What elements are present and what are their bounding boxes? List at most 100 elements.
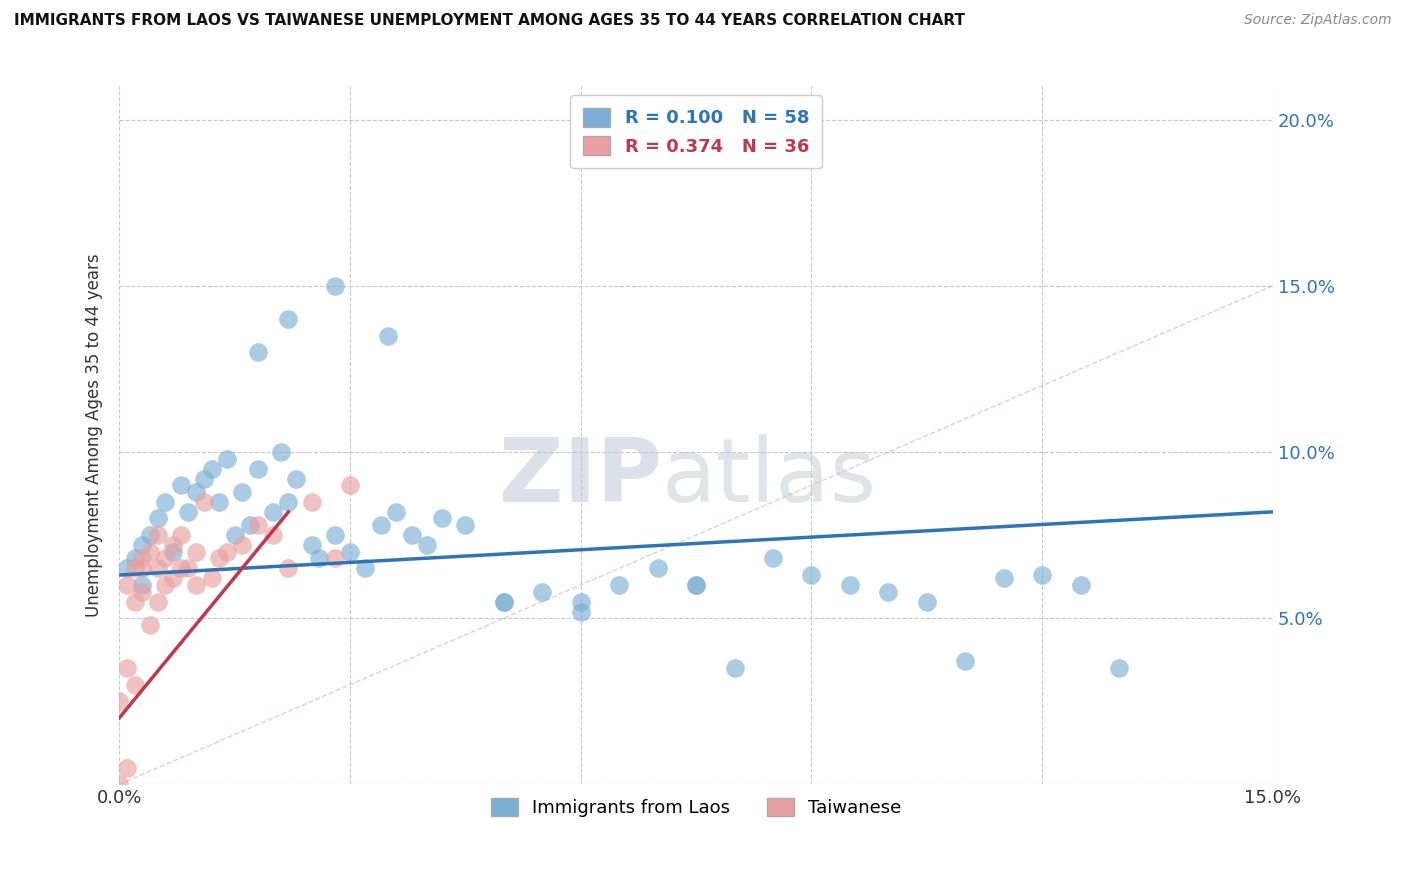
Point: [115, 561, 138, 575]
Point: [131, 561, 153, 575]
Point: [162, 571, 184, 585]
Point: [200, 571, 222, 585]
Point: [401, 528, 423, 542]
Point: [124, 678, 146, 692]
Legend: Immigrants from Laos, Taiwanese: Immigrants from Laos, Taiwanese: [484, 790, 908, 824]
Point: [124, 594, 146, 608]
Point: [1031, 568, 1053, 582]
Point: [1108, 661, 1130, 675]
Point: [492, 594, 515, 608]
Point: [186, 484, 208, 499]
Point: [162, 538, 184, 552]
Point: [193, 472, 215, 486]
Point: [607, 578, 630, 592]
Point: [246, 518, 269, 533]
Text: atlas: atlas: [661, 434, 876, 521]
Point: [177, 505, 200, 519]
Point: [170, 561, 193, 575]
Point: [170, 478, 193, 492]
Point: [531, 584, 554, 599]
Point: [170, 528, 193, 542]
Point: [454, 518, 477, 533]
Point: [139, 528, 162, 542]
Point: [277, 495, 299, 509]
Point: [285, 472, 308, 486]
Point: [208, 495, 231, 509]
Point: [124, 551, 146, 566]
Point: [993, 571, 1015, 585]
Point: [723, 661, 745, 675]
Point: [262, 505, 284, 519]
Point: [246, 345, 269, 359]
Point: [131, 538, 153, 552]
Point: [231, 538, 253, 552]
Point: [155, 578, 177, 592]
Y-axis label: Unemployment Among Ages 35 to 44 years: Unemployment Among Ages 35 to 44 years: [86, 253, 103, 617]
Point: [569, 594, 592, 608]
Point: [239, 518, 262, 533]
Point: [139, 618, 162, 632]
Point: [162, 545, 184, 559]
Point: [115, 661, 138, 675]
Point: [193, 495, 215, 509]
Point: [108, 694, 131, 708]
Point: [155, 551, 177, 566]
Text: IMMIGRANTS FROM LAOS VS TAIWANESE UNEMPLOYMENT AMONG AGES 35 TO 44 YEARS CORRELA: IMMIGRANTS FROM LAOS VS TAIWANESE UNEMPL…: [14, 13, 965, 29]
Point: [877, 584, 900, 599]
Point: [915, 594, 938, 608]
Point: [685, 578, 707, 592]
Point: [131, 578, 153, 592]
Point: [762, 551, 785, 566]
Point: [186, 545, 208, 559]
Point: [139, 545, 162, 559]
Point: [246, 461, 269, 475]
Point: [277, 312, 299, 326]
Text: ZIP: ZIP: [499, 434, 661, 521]
Point: [955, 655, 977, 669]
Point: [323, 528, 346, 542]
Point: [432, 511, 454, 525]
Point: [186, 578, 208, 592]
Point: [339, 478, 361, 492]
Point: [231, 484, 253, 499]
Point: [1070, 578, 1092, 592]
Point: [323, 551, 346, 566]
Point: [108, 777, 131, 791]
Point: [800, 568, 823, 582]
Point: [124, 561, 146, 575]
Point: [270, 445, 292, 459]
Point: [838, 578, 860, 592]
Point: [301, 538, 323, 552]
Point: [685, 578, 707, 592]
Point: [146, 511, 169, 525]
Point: [277, 561, 299, 575]
Point: [301, 495, 323, 509]
Point: [146, 594, 169, 608]
Point: [416, 538, 439, 552]
Point: [155, 495, 177, 509]
Point: [377, 328, 399, 343]
Point: [647, 561, 669, 575]
Point: [354, 561, 377, 575]
Point: [208, 551, 231, 566]
Point: [146, 528, 169, 542]
Point: [215, 451, 238, 466]
Point: [115, 578, 138, 592]
Point: [131, 551, 153, 566]
Point: [385, 505, 408, 519]
Point: [131, 584, 153, 599]
Point: [146, 561, 169, 575]
Point: [200, 461, 222, 475]
Point: [323, 278, 346, 293]
Point: [177, 561, 200, 575]
Point: [569, 605, 592, 619]
Point: [370, 518, 392, 533]
Point: [339, 545, 361, 559]
Point: [115, 761, 138, 775]
Point: [262, 528, 284, 542]
Point: [224, 528, 246, 542]
Point: [492, 594, 515, 608]
Text: Source: ZipAtlas.com: Source: ZipAtlas.com: [1244, 13, 1392, 28]
Point: [308, 551, 330, 566]
Point: [215, 545, 238, 559]
